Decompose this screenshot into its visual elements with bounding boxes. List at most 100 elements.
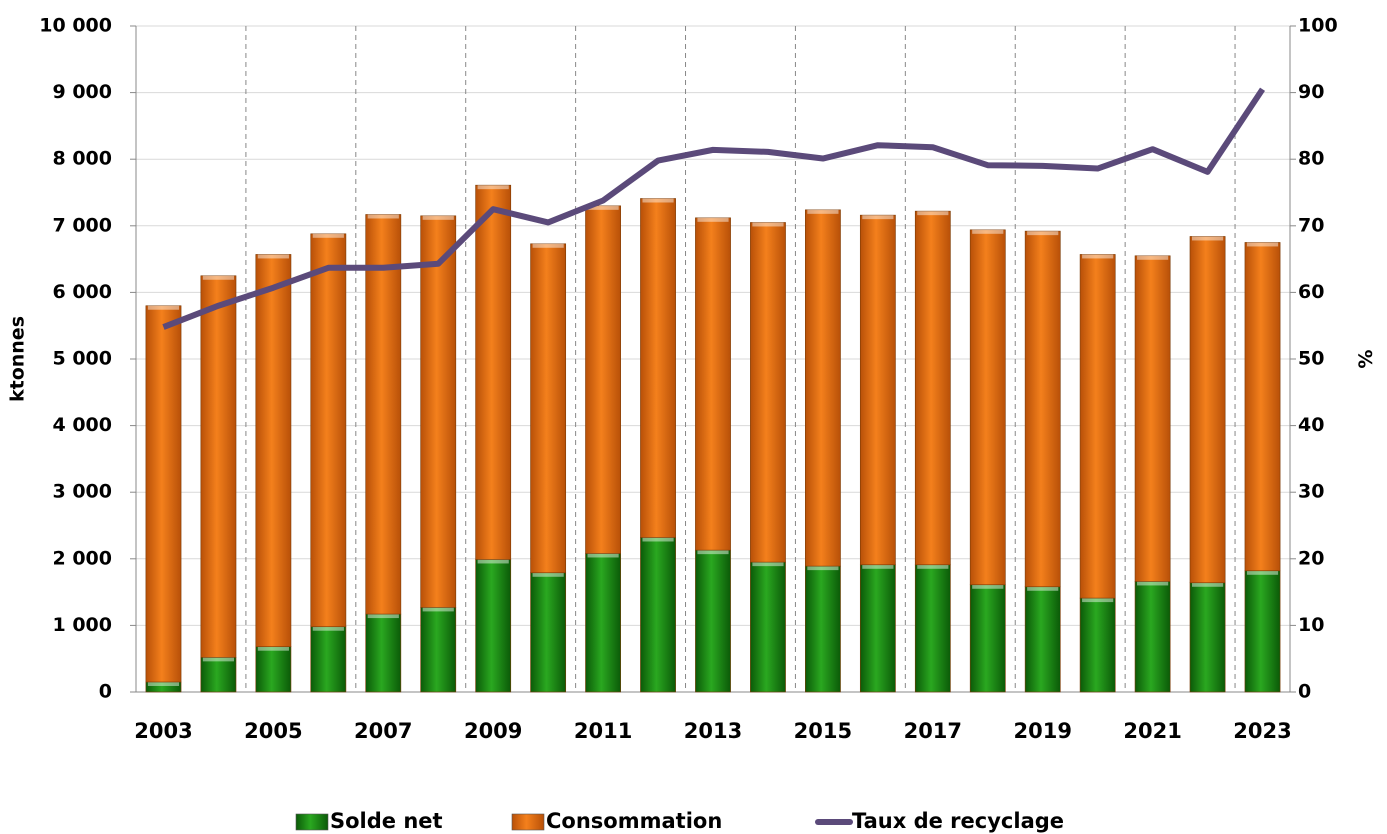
- y2-tick-label: 0: [1298, 681, 1311, 703]
- bar: [1079, 254, 1116, 599]
- y-tick-label: 7 000: [53, 214, 113, 236]
- legend-label: Solde net: [330, 809, 443, 833]
- x-tick-label: 2003: [134, 719, 192, 743]
- y-tick-label: 9 000: [53, 81, 113, 103]
- bar-cap: [422, 215, 454, 220]
- x-tick-label: 2005: [244, 719, 302, 743]
- bar-cap: [642, 537, 674, 542]
- y2-tick-label: 90: [1298, 81, 1324, 103]
- y-tick-label: 8 000: [53, 148, 113, 170]
- bar: [475, 559, 512, 693]
- bar: [640, 198, 676, 538]
- bar-cap: [202, 657, 235, 662]
- bar-cap: [1246, 570, 1279, 575]
- bar: [585, 205, 621, 554]
- bar-cap: [1137, 255, 1169, 260]
- bar: [914, 210, 951, 566]
- bar-cap: [1027, 231, 1059, 236]
- bar: [145, 305, 182, 683]
- y2-tick-label: 70: [1298, 214, 1324, 236]
- bar-cap: [917, 564, 949, 569]
- x-tick-label: 2017: [904, 719, 962, 743]
- bar: [310, 626, 347, 693]
- line: [162, 87, 1266, 330]
- bar: [530, 572, 567, 693]
- bar-cap: [972, 229, 1004, 234]
- x-tick-label: 2009: [464, 719, 522, 743]
- x-tick-label: 2023: [1233, 719, 1291, 743]
- bar: [475, 184, 512, 560]
- bar-cap: [1027, 586, 1059, 591]
- y-tick-label: 4 000: [53, 414, 113, 436]
- bar: [530, 243, 567, 574]
- bar-cap: [1191, 582, 1224, 587]
- bar-cap: [587, 553, 619, 558]
- y-tick-label: 5 000: [53, 348, 113, 370]
- bar-cap: [147, 682, 180, 687]
- bar: [1079, 597, 1116, 693]
- bar-cap: [312, 626, 344, 631]
- y2-tick-label: 80: [1298, 148, 1324, 170]
- bar: [1134, 581, 1171, 693]
- y-tick-label: 1 000: [53, 614, 113, 636]
- x-tick-label: 2021: [1123, 719, 1181, 743]
- bar-cap: [1082, 254, 1114, 259]
- x-tick-label: 2013: [684, 719, 742, 743]
- y-tick-label: 0: [99, 681, 112, 703]
- bar: [805, 565, 841, 693]
- y2-tick-label: 50: [1298, 348, 1324, 370]
- bar-cap: [1137, 581, 1169, 586]
- bar-cap: [312, 233, 344, 238]
- bar-cap: [477, 185, 509, 190]
- bar-cap: [367, 614, 399, 619]
- bar-cap: [807, 209, 839, 214]
- y2-tick-label: 20: [1298, 547, 1324, 569]
- legend-swatch: [511, 813, 545, 831]
- bar-cap: [972, 584, 1004, 589]
- bar: [1024, 230, 1061, 588]
- legend-label: Consommation: [546, 809, 722, 833]
- bar-cap: [1082, 598, 1114, 603]
- bar-cap: [202, 275, 235, 280]
- bar: [859, 214, 896, 566]
- bar: [859, 564, 896, 693]
- bar-cap: [917, 211, 949, 216]
- y2-tick-label: 10: [1298, 614, 1324, 636]
- bar: [695, 549, 731, 693]
- bar-cap: [642, 198, 674, 203]
- bar: [1244, 570, 1281, 693]
- y2-tick-label: 30: [1298, 481, 1324, 503]
- y-tick-label: 10 000: [39, 15, 112, 37]
- bar: [420, 215, 457, 608]
- y2-tick-label: 40: [1298, 414, 1324, 436]
- bar-cap: [697, 217, 729, 222]
- bar: [1189, 236, 1226, 584]
- bar: [1244, 242, 1281, 572]
- bar: [200, 275, 237, 658]
- bar-cap: [532, 243, 564, 248]
- bar-cap: [752, 222, 784, 227]
- bar: [585, 553, 621, 693]
- y2-tick-label: 60: [1298, 281, 1324, 303]
- bar: [805, 209, 841, 567]
- bar-cap: [257, 254, 289, 259]
- bar: [365, 613, 402, 693]
- bar: [750, 222, 786, 563]
- bar: [1024, 586, 1061, 693]
- x-tick-label: 2015: [794, 719, 852, 743]
- bar-cap: [587, 205, 619, 210]
- bar: [1134, 255, 1171, 582]
- bar: [420, 607, 457, 693]
- bar-cap: [862, 564, 894, 569]
- bar: [750, 561, 786, 693]
- legend-swatch: [295, 813, 329, 831]
- legend: Solde net Consommation Taux de recyclage: [295, 809, 1064, 833]
- bar-cap: [147, 305, 180, 310]
- bar: [310, 233, 347, 628]
- bar-cap: [697, 550, 729, 555]
- legend-label: Taux de recyclage: [852, 809, 1064, 833]
- bar: [969, 584, 1006, 693]
- bar: [1189, 582, 1226, 693]
- bar-cap: [532, 572, 564, 577]
